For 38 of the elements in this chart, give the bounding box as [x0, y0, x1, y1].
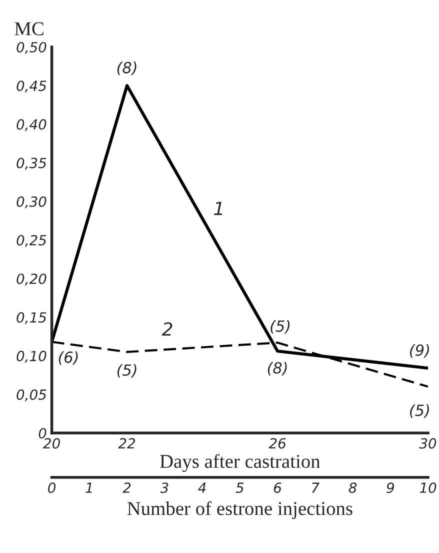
x2-tick-label: 4: [198, 482, 206, 493]
annotation: (6): [58, 351, 78, 365]
y-tick-label: 0,40: [16, 119, 46, 132]
y-tick-label: 0,45: [16, 80, 46, 92]
x2-tick-label: 2: [122, 482, 131, 493]
y-tick-label: 0,05: [16, 389, 46, 402]
x2-tick-label: 9: [386, 482, 394, 493]
annotation: (8): [117, 62, 136, 76]
y-tick-label: 0: [38, 428, 46, 438]
annotation: (9): [410, 344, 429, 358]
x-tick-label: 30: [419, 438, 436, 449]
y-tick-label: 0,15: [16, 312, 46, 324]
x-tick-label: 26: [268, 438, 286, 449]
x2-tick-label: 1: [86, 482, 92, 493]
x-tick-label: 20: [43, 438, 60, 449]
x2-tick-label: 0: [48, 482, 56, 493]
x-tick-label: 22: [118, 438, 136, 448]
y-tick-label: 0,10: [16, 350, 46, 363]
series-label: 1: [214, 202, 222, 216]
y-tick-label: 0,20: [16, 274, 46, 286]
x2-tick-label: 6: [274, 482, 282, 493]
y-tick-label: 0,35: [16, 158, 46, 170]
annotation: (5): [270, 320, 290, 334]
x-axis-title: Days after castration: [160, 454, 320, 472]
annotation: (5): [410, 404, 429, 418]
x2-tick-label: 7: [312, 482, 320, 493]
y-tick-label: 0,30: [16, 196, 46, 208]
y-tick-label: 0,25: [16, 234, 46, 247]
series-label: 2: [162, 322, 172, 336]
x2-tick-label: 8: [348, 482, 357, 493]
annotation: (5): [117, 364, 136, 378]
x2-axis-title: Number of estrone injections: [127, 501, 352, 520]
y-tick-label: 0,50: [16, 42, 46, 54]
annotation: (8): [268, 362, 287, 376]
x2-tick-label: 3: [160, 482, 168, 493]
x2-tick-label: 10: [420, 482, 436, 493]
x2-tick-label: 5: [236, 482, 244, 493]
y-axis-title: MC: [14, 22, 44, 36]
